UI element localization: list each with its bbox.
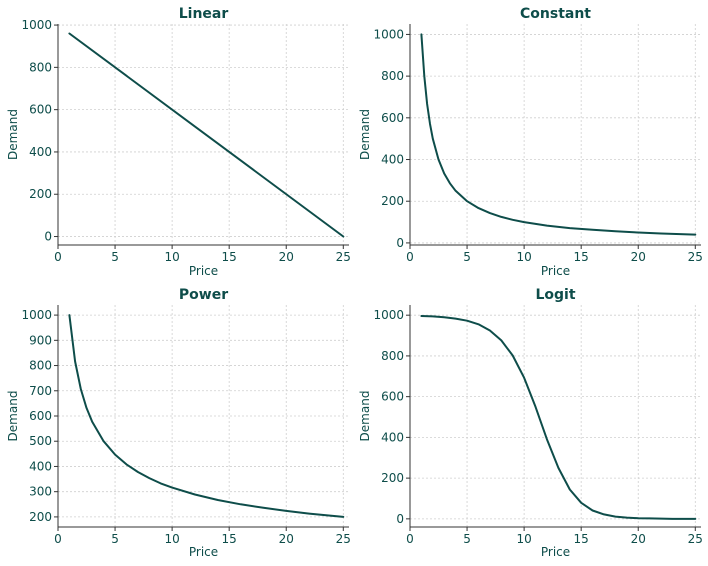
x-tick-label: 5 (111, 532, 119, 546)
x-tick-label: 10 (164, 532, 179, 546)
y-tick-label: 200 (29, 510, 52, 524)
y-tick-label: 200 (381, 194, 404, 208)
panel-title: Linear (179, 6, 229, 22)
x-axis-label: Price (541, 264, 570, 278)
x-axis-label: Price (189, 545, 218, 559)
y-tick-label: 0 (396, 512, 404, 526)
panel-title: Constant (520, 6, 591, 22)
y-tick-label: 200 (381, 471, 404, 485)
x-tick-label: 20 (279, 532, 294, 546)
x-tick-label: 25 (336, 532, 351, 546)
x-tick-label: 0 (54, 532, 62, 546)
y-tick-label: 1000 (21, 308, 52, 322)
y-axis-label: Demand (358, 391, 372, 442)
x-tick-label: 25 (688, 532, 703, 546)
y-tick-label: 600 (381, 390, 404, 404)
series-line (420, 315, 697, 520)
x-tick-label: 5 (111, 250, 119, 264)
y-tick-label: 1000 (21, 18, 52, 32)
series-line (420, 33, 697, 236)
x-tick-label: 5 (463, 250, 471, 264)
y-tick-label: 600 (29, 409, 52, 423)
y-tick-label: 400 (381, 430, 404, 444)
x-tick-label: 20 (631, 532, 646, 546)
y-tick-label: 800 (29, 60, 52, 74)
y-tick-label: 800 (381, 349, 404, 363)
x-tick-label: 20 (631, 250, 646, 264)
y-tick-label: 0 (396, 236, 404, 250)
panel-linear: Linear Price Demand 0 5 10 15 20 25 0 200 400 600… (6, 6, 351, 278)
series-line (68, 32, 345, 238)
y-tick-label: 400 (29, 145, 52, 159)
y-tick-label: 400 (381, 153, 404, 167)
y-axis-label: Demand (358, 109, 372, 160)
y-tick-label: 400 (29, 459, 52, 473)
x-tick-label: 0 (54, 250, 62, 264)
x-tick-label: 25 (688, 250, 703, 264)
x-tick-label: 0 (406, 250, 414, 264)
x-axis-label: Price (541, 545, 570, 559)
x-tick-label: 15 (574, 250, 589, 264)
panel-title: Power (179, 287, 228, 303)
x-tick-label: 15 (222, 532, 237, 546)
x-tick-label: 25 (336, 250, 351, 264)
panel-logit: Logit Price Demand 0 5 10 15 20 25 0 200 400 600 8… (358, 287, 703, 559)
y-tick-label: 600 (29, 103, 52, 117)
x-tick-label: 5 (463, 532, 471, 546)
y-tick-label: 1000 (373, 308, 404, 322)
x-tick-label: 15 (222, 250, 237, 264)
y-axis-label: Demand (6, 391, 20, 442)
y-tick-label: 500 (29, 434, 52, 448)
y-axis-label: Demand (6, 109, 20, 160)
y-tick-label: 800 (29, 359, 52, 373)
x-tick-label: 20 (279, 250, 294, 264)
x-tick-label: 10 (516, 250, 531, 264)
x-axis-label: Price (189, 264, 218, 278)
y-tick-label: 0 (44, 230, 52, 244)
y-tick-label: 300 (29, 485, 52, 499)
y-tick-label: 900 (29, 333, 52, 347)
y-tick-label: 800 (381, 69, 404, 83)
y-tick-label: 700 (29, 384, 52, 398)
x-tick-label: 15 (574, 532, 589, 546)
y-tick-label: 1000 (373, 27, 404, 41)
panel-constant: Constant Price Demand 0 5 10 15 20 25 0 200 400 6… (358, 6, 703, 278)
panel-power: Power Price Demand 0 5 10 15 20 25 200 300 400 50… (6, 287, 351, 559)
panel-title: Logit (535, 287, 575, 303)
x-tick-label: 0 (406, 532, 414, 546)
x-tick-label: 10 (164, 250, 179, 264)
x-tick-label: 10 (516, 532, 531, 546)
series-line (68, 314, 345, 518)
y-tick-label: 600 (381, 111, 404, 125)
y-tick-label: 200 (29, 187, 52, 201)
